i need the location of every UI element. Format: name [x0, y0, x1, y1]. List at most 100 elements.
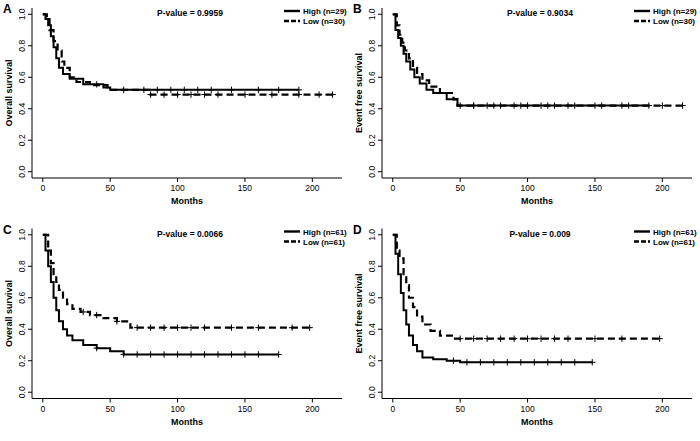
y-tick-label: 1.0 [17, 229, 27, 241]
plot-area [43, 235, 313, 358]
censor-mark [572, 102, 578, 108]
y-tick [378, 14, 382, 15]
y-tick-label: 0.4 [367, 323, 377, 335]
censor-mark [551, 335, 557, 341]
censor-mark [114, 318, 120, 324]
y-tick-label: 0.2 [367, 134, 377, 146]
censor-mark [201, 91, 207, 97]
x-tick-label: 150 [238, 183, 252, 193]
y-tick-label: 0.4 [17, 323, 27, 335]
y-tick [28, 234, 32, 235]
y-axis-label: Overall survival [4, 280, 14, 347]
y-tick [28, 266, 32, 267]
censor-mark [511, 335, 517, 341]
x-tick [594, 178, 595, 182]
x-tick-label: 150 [588, 404, 602, 414]
censor-mark [242, 351, 248, 357]
x-tick-label: 50 [455, 183, 465, 193]
x-tick [392, 399, 393, 403]
y-tick [378, 171, 382, 172]
censor-mark [269, 91, 275, 97]
x-tick-label: 200 [305, 404, 319, 414]
y-axis-label: Event free survival [354, 53, 364, 133]
y-tick [378, 45, 382, 46]
x-axis-line [382, 398, 692, 399]
censor-mark [228, 324, 234, 330]
panel: D0501001502000.00.20.40.60.81.0MonthsEve… [353, 223, 697, 427]
censor-mark [491, 359, 497, 365]
censor-mark [329, 91, 335, 97]
censor-mark [228, 87, 234, 93]
censor-mark [208, 87, 214, 93]
censor-mark [589, 359, 595, 365]
panel: A0501001502000.00.20.40.60.81.0MonthsOve… [3, 2, 347, 206]
y-tick [378, 108, 382, 109]
y-tick-label: 0.0 [17, 386, 27, 398]
y-tick-label: 0.2 [17, 134, 27, 146]
x-axis-line [32, 178, 342, 179]
y-tick [378, 234, 382, 235]
x-tick-label: 50 [105, 404, 115, 414]
x-tick-label: 100 [520, 183, 534, 193]
p-value: P-value = 0.009 [509, 229, 570, 239]
censor-mark [255, 351, 261, 357]
x-tick-label: 100 [170, 183, 184, 193]
censor-mark [518, 359, 524, 365]
censor-mark [545, 359, 551, 365]
y-tick [28, 392, 32, 393]
x-tick-label: 150 [588, 183, 602, 193]
legend-label: High (n=61) [653, 228, 697, 237]
censor-mark [470, 335, 476, 341]
plot-area [393, 235, 663, 366]
y-tick [28, 329, 32, 330]
censor-mark [255, 324, 261, 330]
x-tick [42, 178, 43, 182]
survival-curve [393, 235, 660, 339]
y-tick [378, 360, 382, 361]
censor-mark [275, 87, 281, 93]
y-tick-label: 0.4 [17, 103, 27, 115]
x-axis-line [382, 178, 692, 179]
censor-mark [134, 324, 140, 330]
x-tick [177, 399, 178, 403]
y-tick [28, 45, 32, 46]
legend-swatch [634, 20, 650, 22]
censor-mark [619, 335, 625, 341]
censor-mark [228, 351, 234, 357]
censor-mark [275, 351, 281, 357]
censor-mark [188, 324, 194, 330]
y-axis-line [32, 229, 33, 399]
censor-mark [255, 87, 261, 93]
x-tick [460, 399, 461, 403]
censor-mark [558, 359, 564, 365]
censor-mark [484, 335, 490, 341]
x-tick-label: 150 [238, 404, 252, 414]
censor-mark [215, 351, 221, 357]
x-tick [662, 399, 663, 403]
censor-mark [470, 102, 476, 108]
legend-label: Low (n=30) [653, 17, 695, 26]
legend-swatch [634, 10, 650, 12]
censor-mark [625, 102, 631, 108]
y-tick [378, 392, 382, 393]
censor-mark [531, 359, 537, 365]
censor-mark [242, 91, 248, 97]
panel-label: D [353, 223, 362, 237]
x-tick [110, 178, 111, 182]
y-tick [28, 360, 32, 361]
y-axis-line [382, 8, 383, 178]
censor-mark [450, 358, 456, 364]
censor-mark [598, 102, 604, 108]
y-tick [378, 266, 382, 267]
censor-mark [316, 91, 322, 97]
y-tick-label: 0.2 [367, 355, 377, 367]
censor-mark [565, 335, 571, 341]
panel: C0501001502000.00.20.40.60.81.0MonthsOve… [3, 223, 347, 427]
censor-mark [93, 312, 99, 318]
x-tick [594, 399, 595, 403]
censor-mark [306, 324, 312, 330]
censor-mark [545, 102, 551, 108]
censor-mark [161, 91, 167, 97]
y-tick-label: 0.8 [17, 40, 27, 52]
censor-mark [154, 87, 160, 93]
